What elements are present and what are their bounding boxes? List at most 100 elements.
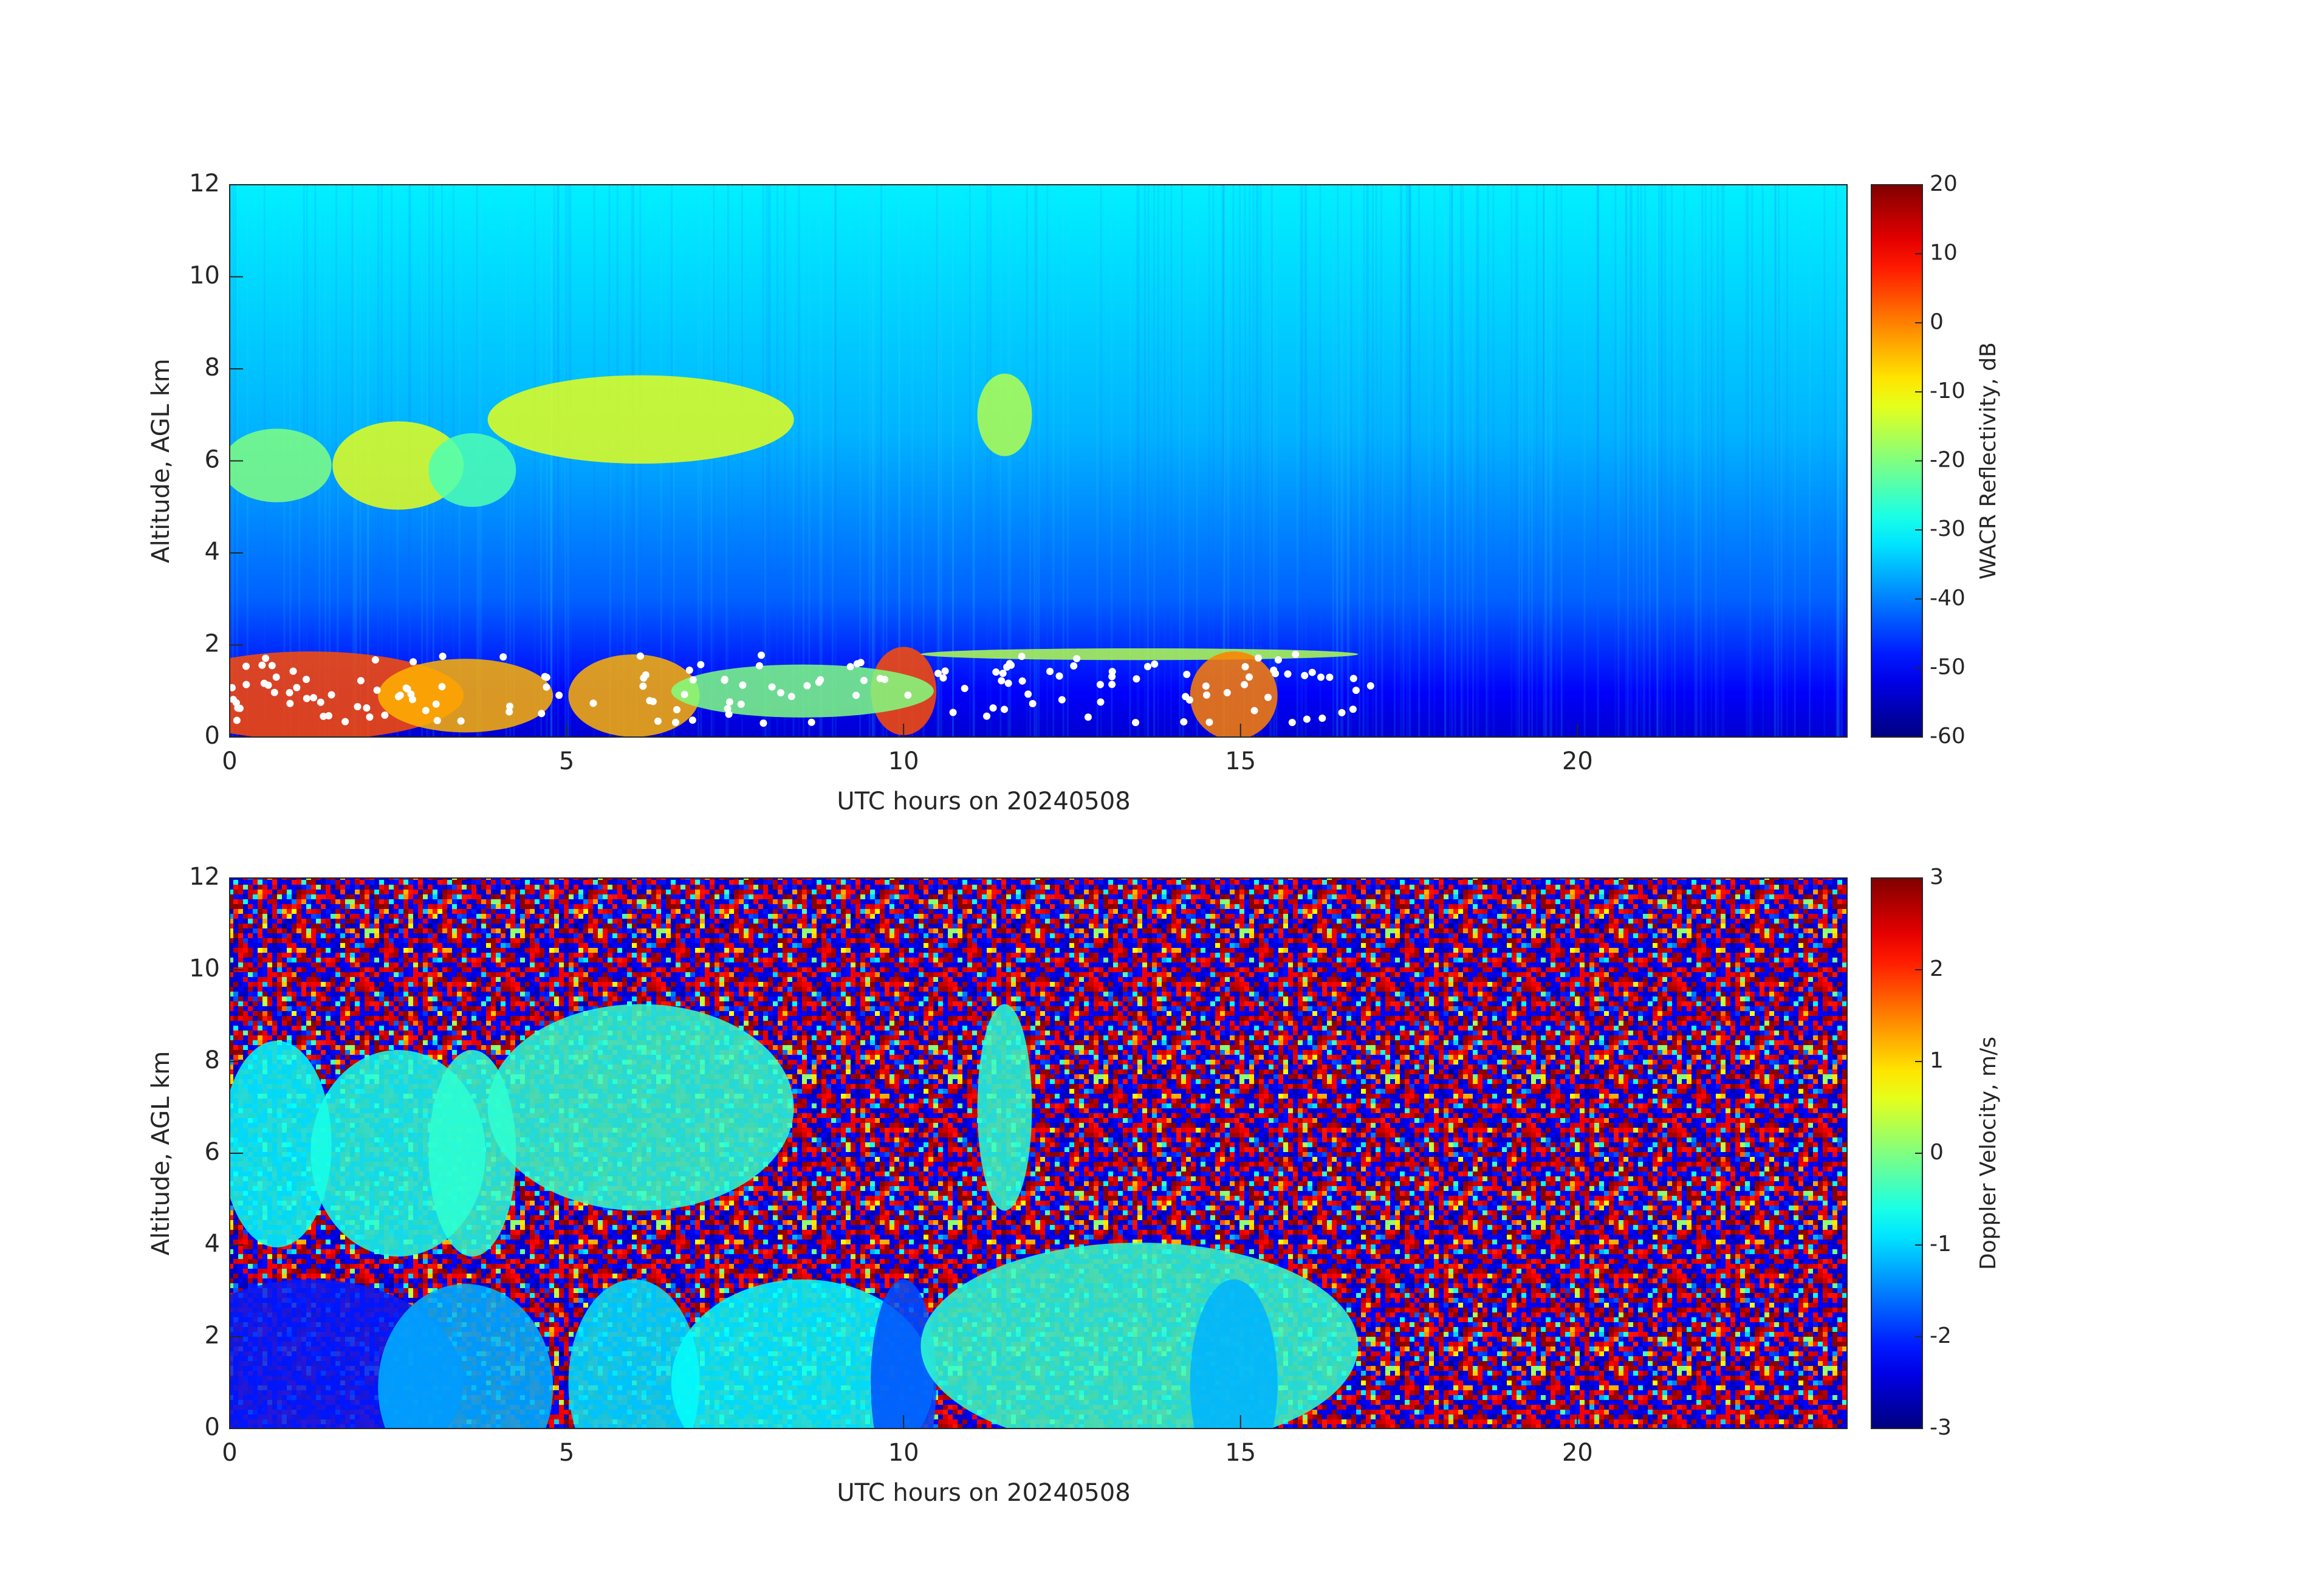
texture [1596, 185, 1599, 737]
heatmap-image [230, 878, 1847, 1429]
texture [1515, 185, 1517, 737]
texture [1366, 185, 1368, 737]
cloud-base-dot [1151, 660, 1159, 668]
texture [898, 185, 900, 737]
colorbar-tick-label: 20 [1930, 171, 1958, 196]
colorbar-tick-label: -50 [1930, 654, 1966, 679]
texture [1433, 185, 1436, 737]
cloud-base-dot [1029, 700, 1037, 708]
texture [1136, 185, 1139, 737]
texture [1224, 185, 1226, 737]
y-tick-label: 0 [205, 722, 220, 750]
cloud-base-dot [1338, 708, 1346, 716]
texture [1597, 185, 1600, 737]
cloud-base-dot [654, 717, 662, 725]
texture [798, 185, 800, 737]
cloud-base-dot [1018, 677, 1026, 685]
texture [868, 185, 871, 737]
cloud-base-dot [1245, 673, 1253, 681]
texture [1270, 185, 1273, 737]
texture [1252, 185, 1255, 737]
texture [1780, 185, 1783, 737]
y-axis-label: Altitude, AGL km [147, 1051, 175, 1256]
cloud-base-dot [270, 688, 278, 696]
texture [1372, 185, 1374, 737]
cloud-base-dot [242, 662, 250, 670]
echo-region [1190, 1279, 1278, 1429]
texture [1745, 185, 1747, 737]
cloud-base-dot [1003, 663, 1011, 671]
cloud-base-dot [1143, 663, 1151, 671]
cloud-base-dot [1133, 675, 1140, 683]
texture [808, 185, 811, 737]
texture [1657, 185, 1660, 737]
cloud-base-dot [439, 653, 447, 660]
cloud-base-dot [286, 699, 294, 707]
texture [820, 185, 823, 737]
cloud-base-dot [639, 682, 647, 690]
texture [1461, 185, 1463, 737]
cloud-base-dot [961, 685, 968, 693]
echo-region [568, 654, 700, 737]
texture [1244, 185, 1246, 737]
texture [1492, 185, 1495, 737]
texture [546, 185, 548, 737]
cloud-base-dot [941, 667, 949, 675]
cloud-base-dot [457, 717, 465, 725]
y-tick-label: 6 [205, 446, 220, 474]
texture [1486, 185, 1488, 737]
colorbar-tick-label: 0 [1930, 1140, 1944, 1165]
texture [802, 185, 804, 737]
texture [1137, 185, 1140, 737]
x-tick-label: 10 [888, 1439, 919, 1467]
texture [1362, 185, 1365, 737]
cloud-base-dot [998, 677, 1006, 685]
texture [1749, 185, 1752, 737]
cloud-base-dot [807, 718, 815, 726]
cloud-base-dot [1132, 719, 1140, 727]
cloud-base-dot [1108, 681, 1116, 688]
cloud-base-dot [1366, 682, 1374, 690]
cloud-base-dot [289, 667, 297, 675]
texture [567, 185, 570, 737]
cloud-base-dot [724, 705, 732, 713]
cloud-base-dot [357, 677, 365, 685]
texture [1626, 185, 1629, 737]
cloud-base-dot [853, 660, 861, 668]
cloud-base-dot [1055, 672, 1063, 680]
cloud-base-dot [1326, 673, 1334, 681]
texture [1751, 185, 1753, 737]
texture [1837, 185, 1839, 737]
texture [1543, 185, 1545, 737]
colorbar-label: WACR Reflectivity, dB [1976, 342, 2001, 580]
cloud-base-dot [860, 676, 868, 684]
cloud-base-dot [396, 691, 404, 699]
texture [1147, 185, 1150, 737]
colorbar-tick-label: -60 [1930, 724, 1966, 749]
cloud-base-dot [1352, 687, 1360, 695]
cloud-base-dot [310, 694, 318, 702]
texture [898, 185, 900, 737]
texture [1164, 185, 1166, 737]
echo-region [378, 659, 554, 733]
cloud-base-dot [725, 710, 733, 718]
texture [1143, 185, 1146, 737]
cloud-base-dot [685, 666, 693, 674]
cloud-base-dot [325, 712, 333, 719]
texture [550, 185, 552, 737]
cloud-base-dot [989, 704, 997, 712]
cloud-base-dot [422, 707, 430, 715]
colorbar-tick-label: 2 [1930, 956, 1944, 981]
texture [1625, 185, 1628, 737]
texture [1319, 185, 1321, 737]
texture [1614, 185, 1617, 737]
cloud-base-dot [236, 704, 244, 712]
texture [569, 185, 572, 737]
texture [1696, 185, 1698, 737]
texture [1400, 185, 1403, 737]
cloud-base-dot [1250, 707, 1258, 715]
texture [1535, 185, 1538, 737]
texture [1301, 185, 1303, 737]
texture [1543, 185, 1545, 737]
